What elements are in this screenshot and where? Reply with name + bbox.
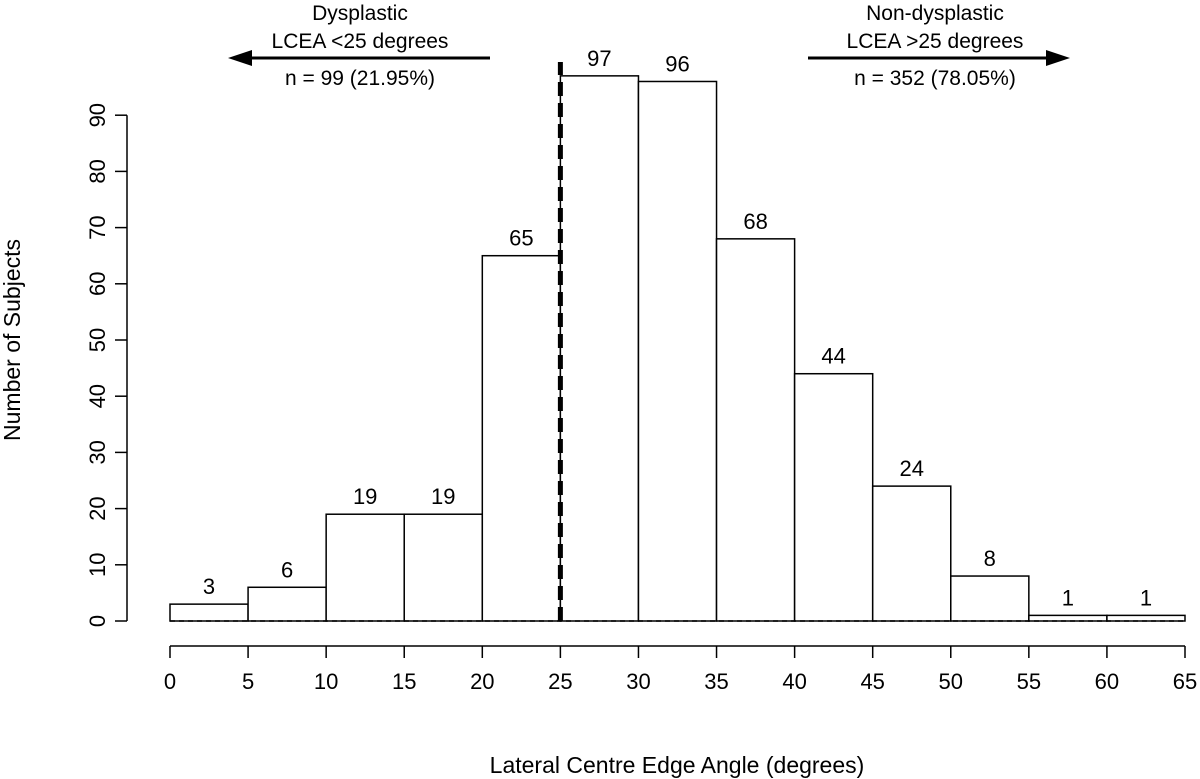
bar-value-label: 8 [984, 546, 996, 571]
bar [637, 80, 718, 622]
y-tick-label: 40 [85, 384, 110, 408]
y-tick-label: 80 [85, 159, 110, 183]
bar [325, 513, 405, 622]
bar-labels-group: 3 6 19 19 65 97 96 68 44 24 8 1 1 [203, 46, 1152, 611]
annotation-right: Non-dysplastic LCEA >25 degrees n = 352 … [808, 2, 1070, 90]
annotation-left-line1: Dysplastic [312, 2, 408, 25]
x-tick-label: 5 [242, 669, 254, 694]
annotation-left-arrowhead [228, 50, 252, 66]
x-tick-label: 0 [164, 669, 176, 694]
bar [559, 75, 640, 622]
x-tick-label: 15 [392, 669, 416, 694]
x-tick-label: 35 [704, 669, 728, 694]
x-tick-label: 40 [782, 669, 806, 694]
annotation-right-line1: Non-dysplastic [866, 2, 1004, 25]
bar-value-label: 96 [665, 51, 689, 76]
y-tick-label: 70 [85, 215, 110, 239]
bar-value-label: 19 [353, 484, 377, 509]
y-tick-label: 20 [85, 496, 110, 520]
bar [715, 238, 796, 622]
bar-value-label: 24 [899, 456, 923, 481]
y-tick-label: 30 [85, 440, 110, 464]
annotation-right-arrowhead [1046, 50, 1070, 66]
bar-value-label: 44 [821, 344, 845, 369]
annotation-right-line2: LCEA >25 degrees [847, 30, 1024, 53]
bar [1028, 614, 1108, 622]
bar-value-label: 6 [281, 557, 293, 582]
bar-value-label: 65 [509, 226, 533, 251]
bar-value-label: 3 [203, 574, 215, 599]
annotation-right-line3: n = 352 (78.05%) [854, 67, 1016, 90]
x-tick-label: 65 [1173, 669, 1197, 694]
x-tick-label: 55 [1017, 669, 1041, 694]
x-tick-label: 50 [939, 669, 963, 694]
bar [950, 575, 1030, 622]
annotation-left: Dysplastic LCEA <25 degrees n = 99 (21.9… [228, 2, 490, 90]
bar [793, 372, 874, 622]
y-tick-label: 0 [85, 615, 110, 627]
x-tick-label: 10 [314, 669, 338, 694]
y-axis-title: Number of Subjects [0, 239, 25, 441]
y-tick-label: 10 [85, 553, 110, 577]
x-tick-label: 20 [470, 669, 494, 694]
x-axis-title: Lateral Centre Edge Angle (degrees) [490, 752, 865, 778]
annotation-left-line3: n = 99 (21.95%) [285, 67, 435, 90]
bar-value-label: 1 [1140, 585, 1152, 610]
bar [871, 485, 952, 622]
bar-value-label: 97 [587, 46, 611, 71]
bar-value-label: 68 [743, 209, 767, 234]
x-tick-label: 25 [548, 669, 572, 694]
y-tick-label: 90 [85, 103, 110, 127]
x-tick-label: 60 [1095, 669, 1119, 694]
bars-group [169, 75, 1186, 622]
bar [1106, 614, 1186, 622]
y-tick-label: 60 [85, 272, 110, 296]
bar [481, 254, 562, 622]
bar [169, 603, 249, 622]
bar [403, 513, 484, 622]
bar-value-label: 1 [1062, 585, 1074, 610]
y-tick-label: 50 [85, 328, 110, 352]
annotation-left-line2: LCEA <25 degrees [272, 30, 449, 53]
x-tick-label: 45 [860, 669, 884, 694]
x-tick-label: 30 [626, 669, 650, 694]
bar [247, 586, 327, 622]
bar-value-label: 19 [431, 484, 455, 509]
x-axis: 0 5 10 15 20 25 30 35 40 45 50 55 60 65 [164, 645, 1197, 694]
y-axis: 0 10 20 30 40 50 60 70 80 90 [85, 103, 128, 627]
